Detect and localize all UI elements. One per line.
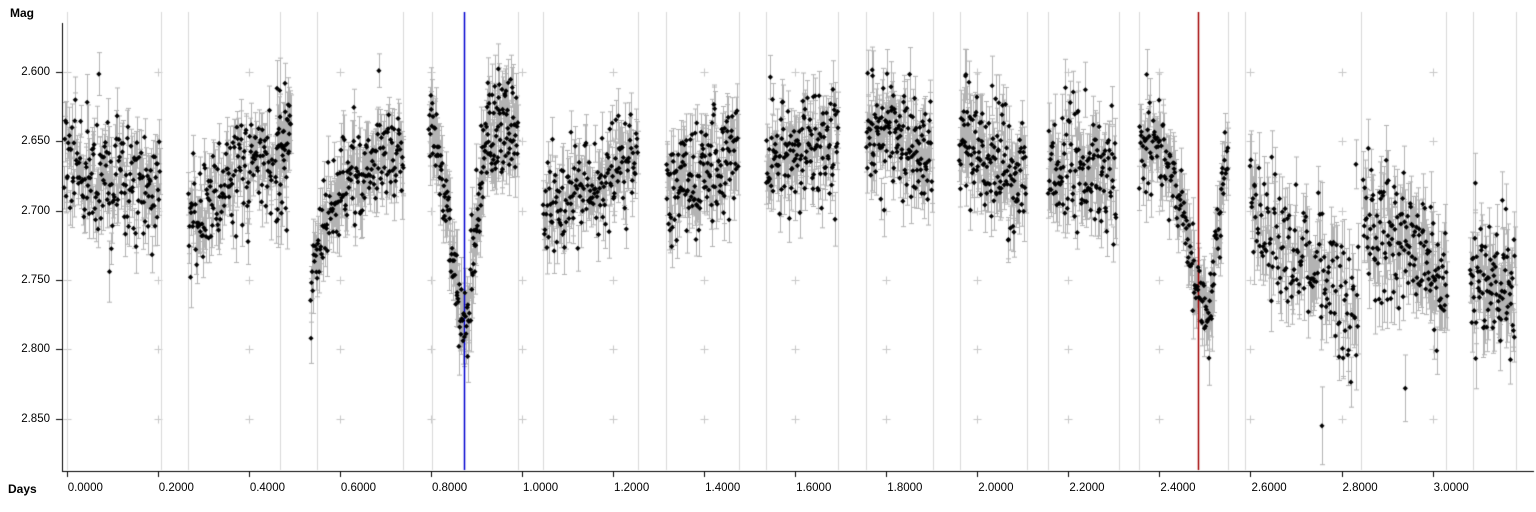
x-axis-title: Days <box>8 482 37 496</box>
x-tick-label: 0.6000 <box>340 482 377 494</box>
x-tick-label: 1.6000 <box>796 482 832 494</box>
x-tick-label: 1.0000 <box>523 482 559 494</box>
x-tick-label: 2.2000 <box>1069 482 1105 494</box>
x-tick-label: 2.0000 <box>978 482 1014 494</box>
y-tick-label: 2.750 <box>21 273 50 286</box>
x-tick-label: 1.8000 <box>887 482 923 494</box>
x-tick-label: 1.4000 <box>705 482 741 494</box>
x-tick-label: 1.2000 <box>614 482 650 494</box>
y-tick-label: 2.800 <box>21 343 50 356</box>
y-tick-label: 2.600 <box>21 65 50 78</box>
y-tick-label: 2.850 <box>21 412 50 425</box>
y-tick-label: 2.700 <box>21 204 50 217</box>
x-tick-label: 2.6000 <box>1251 482 1287 494</box>
y-axis-title: Mag <box>10 6 34 20</box>
x-tick-label: 3.0000 <box>1433 482 1469 494</box>
x-tick-label: 2.4000 <box>1160 482 1196 494</box>
x-tick-label: 0.2000 <box>158 482 194 494</box>
y-tick-label: 2.650 <box>21 135 50 148</box>
x-tick-label: 2.8000 <box>1342 482 1378 494</box>
x-tick-label: 0.4000 <box>249 482 285 494</box>
x-tick-label: 0.0000 <box>67 482 103 494</box>
x-tick-label: 0.8000 <box>431 482 468 494</box>
